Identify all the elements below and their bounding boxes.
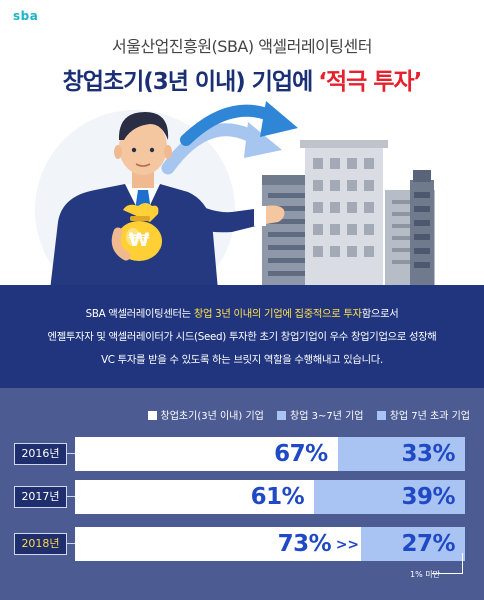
- legend-item-mid: 창업 3~7년 기업: [277, 407, 364, 422]
- page-title: 창업초기(3년 이내) 기업에 ‘적극 투자’: [0, 62, 484, 96]
- chart-legend: 창업초기(3년 이내) 기업 창업 3~7년 기업 창업 7년 초과 기업: [138, 407, 470, 422]
- bar-segment-late: [465, 480, 467, 514]
- growth-arrow: >>: [335, 537, 360, 553]
- money-bag-icon: [111, 203, 162, 261]
- description-line-1-a: SBA 액셀러레이팅센터는: [85, 308, 194, 320]
- legend-swatch-mid: [277, 411, 287, 420]
- bar-value-label: 67%: [274, 441, 328, 467]
- year-label: 2016년: [14, 443, 67, 465]
- legend-label-late: 창업 7년 초과 기업: [389, 411, 470, 422]
- description-band: SBA 액셀러레이팅센터는 창업 3년 이내의 기업에 집중적으로 투자함으로서…: [0, 285, 484, 388]
- page-subtitle: 서울산업진흥원(SBA) 액셀러레이팅센터: [112, 37, 372, 56]
- chart-row-2016: 2016년 67% 33%: [0, 437, 484, 471]
- row-connector: [67, 453, 75, 454]
- bar-segment-late: [465, 437, 467, 471]
- bar-segment-mid: [361, 527, 466, 561]
- bar-segment-early: [75, 480, 315, 514]
- legend-label-early: 창업초기(3년 이내) 기업: [160, 411, 264, 422]
- office-buildings-icon: [262, 140, 435, 285]
- arrow-icon: [161, 101, 298, 175]
- legend-swatch-early: [147, 411, 157, 420]
- legend-label-mid: 창업 3~7년 기업: [290, 411, 364, 422]
- investment-share-chart: 창업초기(3년 이내) 기업 창업 3~7년 기업 창업 7년 초과 기업 20…: [0, 388, 484, 600]
- bar-segment-mid: [337, 437, 466, 471]
- legend-item-early: 창업초기(3년 이내) 기업: [147, 407, 264, 422]
- description-line-3: VC 투자를 받을 수 있도록 하는 브릿지 역할을 수행해내고 있습니다.: [101, 354, 383, 366]
- bar-segment-early: [75, 527, 362, 561]
- annotation-text: 1% 미만: [410, 570, 440, 579]
- legend-item-late: 창업 7년 초과 기업: [376, 407, 470, 422]
- stacked-bar: 67% 33%: [75, 437, 467, 471]
- row-connector: [67, 496, 75, 497]
- legend-swatch-late: [376, 411, 386, 420]
- title-main: 창업초기(3년 이내) 기업에: [62, 69, 314, 95]
- annotation-leader-horizontal: [432, 573, 462, 574]
- description-text: SBA 액셀러레이팅센터는 창업 3년 이내의 기업에 집중적으로 투자함으로서…: [0, 303, 484, 372]
- year-label: 2017년: [14, 486, 67, 508]
- chart-row-2018: 2018년 73% 27% >>: [0, 527, 484, 561]
- bar-value-label: 73%: [277, 531, 332, 557]
- annotation-leader-vertical: [462, 553, 463, 574]
- hero-illustration: [35, 101, 435, 285]
- money-bag-symbol: ₩: [128, 229, 150, 251]
- bar-segment-early: [75, 437, 338, 471]
- bar-value-label: 33%: [401, 441, 456, 467]
- chart-row-2017: 2017년 61% 39%: [0, 480, 484, 514]
- bar-segment-mid: [314, 480, 466, 514]
- bar-segment-late: [465, 527, 467, 561]
- year-label-highlight: 2018년: [14, 533, 67, 555]
- row-connector: [67, 543, 75, 544]
- hero-section: sba 서울산업진흥원(SBA) 액셀러레이팅센터 창업초기(3년 이내) 기업…: [0, 0, 484, 285]
- description-highlight: 창업 3년 이내의 기업에 집중적으로 투자: [193, 308, 362, 320]
- bar-value-label: 61%: [250, 484, 305, 510]
- description-line-1: SBA 액셀러레이팅센터는 창업 3년 이내의 기업에 집중적으로 투자함으로서: [0, 303, 484, 326]
- description-line-1-c: 함으로서: [361, 308, 399, 320]
- bar-value-label: 39%: [401, 484, 456, 510]
- sba-logo: sba: [13, 9, 39, 23]
- stacked-bar: 61% 39%: [75, 480, 467, 514]
- stacked-bar: 73% 27% >>: [75, 527, 467, 561]
- bar-value-label: 27%: [401, 531, 456, 557]
- description-line-2: 엔젤투자자 및 액셀러레이터가 시드(Seed) 투자한 초기 창업기업이 우수…: [47, 331, 437, 343]
- title-highlight: ‘적극 투자’: [318, 69, 422, 95]
